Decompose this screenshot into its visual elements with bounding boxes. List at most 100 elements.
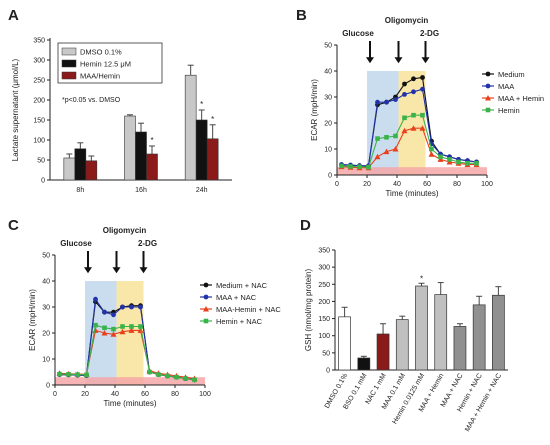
significance-mark: * [211,115,214,124]
injection-label-glucose: Glucose [342,29,374,38]
data-point [138,304,143,310]
y-tick-label: 0 [326,368,330,375]
x-tick-label: 8h [76,187,84,194]
legend-marker [485,107,491,113]
bar [357,357,371,371]
bar [74,148,87,181]
y-tick-label: 30 [42,305,50,312]
y-tick-label: 150 [318,316,330,323]
data-point [402,92,407,97]
bar [434,294,448,371]
significance-mark: * [200,100,203,109]
legend-label: MAA + NAC [216,293,257,302]
y-tick-label: 300 [33,58,45,65]
baseline-band [55,377,205,385]
bar [395,319,409,371]
legend-swatch [61,47,77,56]
legend-marker [485,83,491,89]
y-tick-label: 40 [42,279,50,286]
baseline-band [337,167,487,175]
data-point [165,373,170,379]
y-tick-label: 30 [324,95,332,102]
data-point [93,322,98,328]
data-point [375,136,380,141]
panel-d: D 0 50 100 150 200 250 300 350 GSH (nmol/mg prote… [300,217,508,433]
legend-swatch [61,59,77,68]
data-point [401,127,408,134]
panel-label-b: B [296,7,307,24]
y-tick-label: 150 [33,118,45,125]
injection-label-2dg: 2-DG [138,239,157,248]
data-point [120,324,125,329]
data-point [410,125,417,131]
data-point [84,372,89,378]
legend-marker [485,71,491,77]
bar [135,131,147,181]
data-point [75,372,80,377]
panel-a: A 0 50 100 150 200 250 300 350 Lactate supernatan… [8,7,232,194]
data-point [129,304,134,310]
x-tick-label: 0 [335,181,339,188]
data-point [447,157,452,162]
data-point [384,99,389,105]
legend-swatch [61,71,77,80]
injection-label-2dg: 2-DG [420,29,439,38]
y-tick-label: 20 [324,121,332,128]
data-point [111,312,116,318]
y-tick-label: 0 [46,383,50,390]
y-tick-label: 0 [328,173,332,180]
legend-marker [203,282,209,288]
x-tick-label: 24h [196,187,208,194]
y-tick-label: 300 [318,265,330,272]
bar [492,294,505,371]
data-point [437,156,444,162]
y-tick-label: 20 [42,331,50,338]
panel-label-d: D [300,217,311,234]
data-point [465,161,470,166]
x-tick-label: 80 [453,181,461,188]
data-point [192,377,197,383]
data-point [129,324,134,329]
series-line [341,127,477,169]
legend-label: DMSO 0.1% [80,48,122,57]
x-tick-label: 40 [111,391,119,398]
injection-arrow-head [366,57,374,64]
significance-mark: * [420,274,423,283]
data-point [419,125,426,131]
data-point [102,309,107,315]
x-tick-label: 20 [81,391,89,398]
data-point [402,81,407,87]
data-point [110,331,117,337]
injection-arrow-head [421,57,430,64]
y-tick-label: 350 [33,38,45,45]
annotation: *p<0.05 vs. DMSO [62,97,121,104]
bar [206,138,219,181]
data-point [384,135,389,140]
legend-label: MAA/Hemin [80,72,120,81]
data-point [348,164,353,169]
y-tick-label: 250 [318,282,330,289]
data-point [456,159,461,165]
injection-arrow-head [84,267,92,274]
data-point [366,164,371,170]
data-point [357,164,362,169]
data-point [411,76,416,82]
series-line [341,114,477,168]
data-point [393,97,398,102]
bar [85,160,98,181]
data-point [374,153,381,160]
data-point [420,86,425,92]
data-point [438,154,443,160]
bar [184,74,197,181]
y-tick-label: 50 [42,253,50,260]
x-axis-label: Time (minutes) [385,189,438,198]
injection-arrow-head [139,267,148,274]
x-tick-label: 100 [481,181,493,188]
data-point [57,371,62,377]
data-point [101,330,108,336]
y-tick-label: 100 [33,138,45,145]
data-point [128,327,135,333]
panel-b: B 0 10 20 30 40 50 0 20 40 60 80 100 Time (minutes) EC… [296,7,544,198]
data-point [446,159,453,165]
